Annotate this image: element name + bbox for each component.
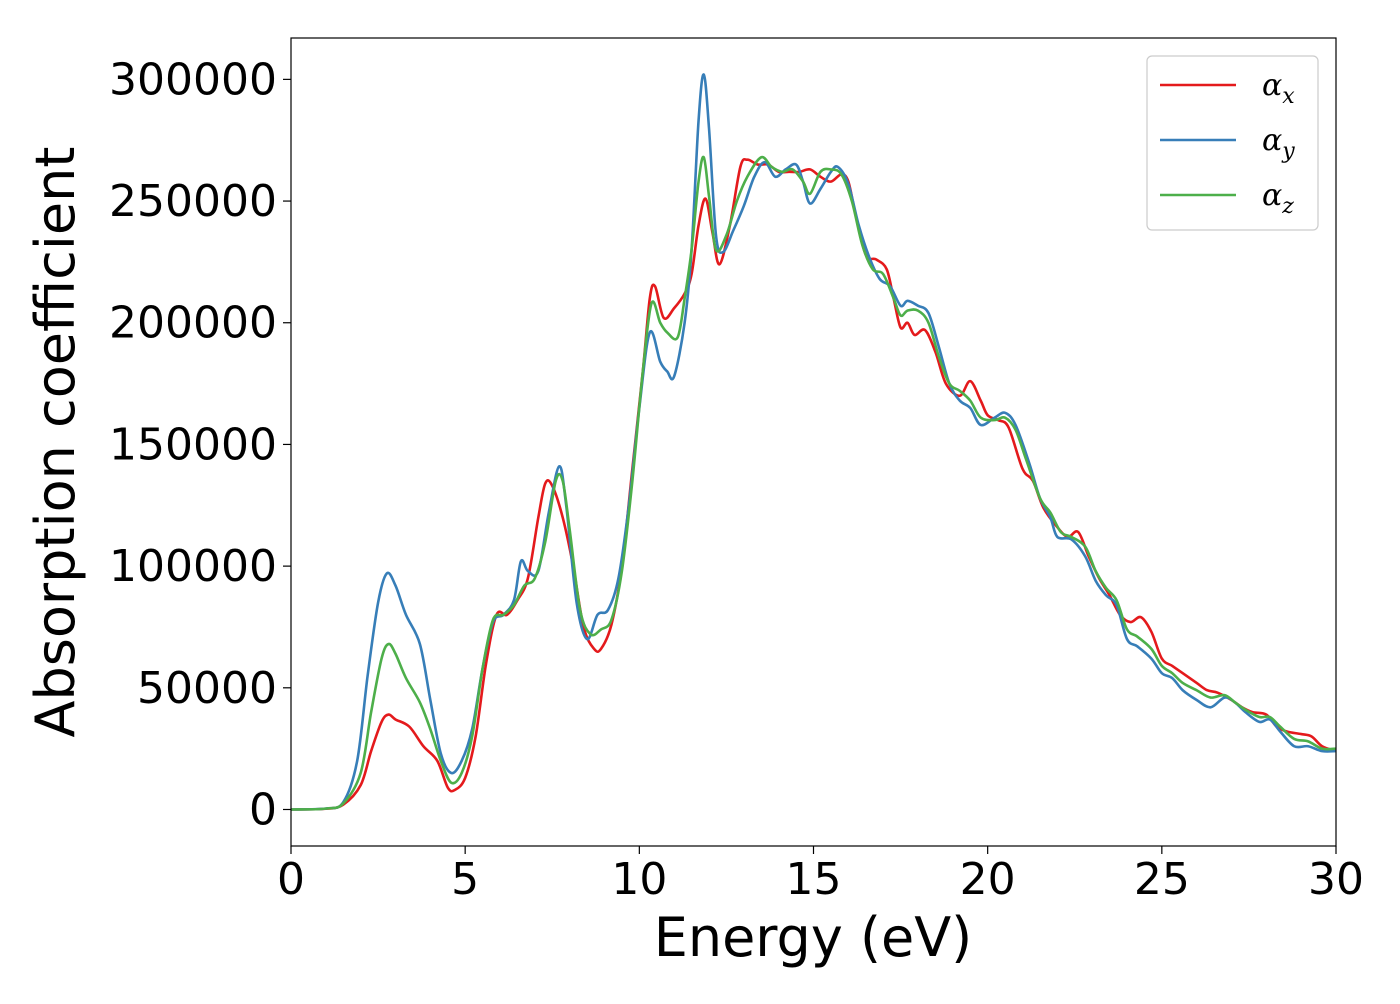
x-tick-label: 10 <box>611 854 667 905</box>
y-tick-label: 50000 <box>137 663 277 714</box>
series-line-1 <box>290 157 1337 811</box>
x-tick-label: 15 <box>786 854 842 905</box>
series-line-2 <box>290 73 1337 811</box>
x-tick-label: 20 <box>960 854 1016 905</box>
y-tick-label: 300000 <box>109 54 277 105</box>
legend-label-2: αy <box>1262 123 1295 164</box>
plot-lines <box>290 73 1337 811</box>
legend-label-1: αx <box>1262 68 1295 109</box>
y-tick-label: 100000 <box>109 541 277 592</box>
legend-box <box>1146 55 1319 231</box>
series-line-3 <box>290 155 1337 811</box>
x-tick-label: 0 <box>277 854 305 905</box>
x-axis-title: Energy (eV) <box>654 906 973 969</box>
y-tick-label: 0 <box>249 784 277 835</box>
x-tick-label: 5 <box>451 854 479 905</box>
y-tick-label: 200000 <box>109 298 277 349</box>
y-axis-ticks: 0 50000 100000 150000 200000 250000 300000 <box>109 54 291 835</box>
y-tick-label: 250000 <box>109 176 277 227</box>
legend-label-3: αz <box>1262 178 1294 219</box>
y-tick-label: 150000 <box>109 419 277 470</box>
x-axis-ticks: 0 5 10 15 20 25 30 <box>277 846 1364 905</box>
x-tick-label: 30 <box>1308 854 1364 905</box>
x-tick-label: 25 <box>1134 854 1190 905</box>
legend: αx αy αz <box>1146 55 1319 231</box>
y-axis-title: Absorption coefficient <box>24 147 87 738</box>
